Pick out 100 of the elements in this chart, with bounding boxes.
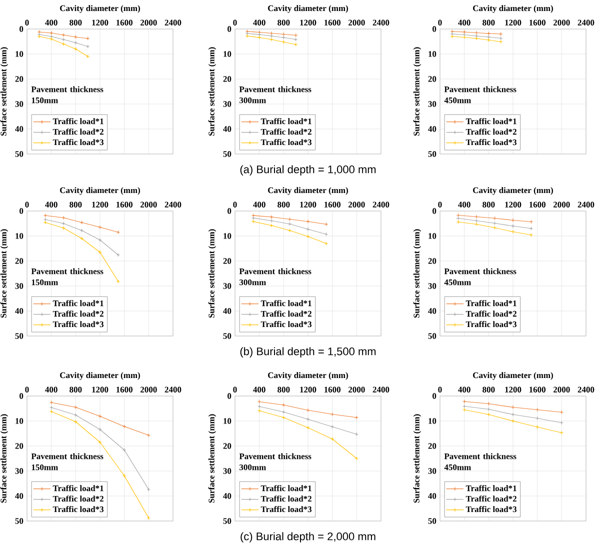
x-tick-label: 1200	[505, 20, 522, 26]
x-tick-label: 1600	[530, 20, 546, 26]
legend-label: Traffic load*1	[52, 118, 104, 124]
y-tick-label: 20	[15, 258, 24, 264]
legend-label: Traffic load*1	[466, 118, 516, 124]
point	[270, 224, 274, 228]
y-tick-label: 10	[16, 418, 24, 424]
legend-label: Traffic load*2	[466, 310, 516, 317]
y-tick-label: 20	[223, 76, 232, 82]
x-axis-title: Cavity diameter (mm)	[268, 5, 348, 13]
x-tick-label: 2000	[140, 386, 157, 392]
x-tick-label: 1200	[92, 202, 108, 208]
y-tick-label: 0	[432, 208, 436, 214]
y-tick-label: 30	[223, 468, 232, 474]
x-tick-label: 2000	[554, 202, 570, 208]
y-tick-label: 30	[428, 101, 436, 107]
point	[288, 222, 292, 226]
point	[306, 408, 310, 412]
x-tick-label: 400	[458, 386, 470, 392]
x-axis-title: Cavity diameter (mm)	[473, 5, 553, 13]
point	[282, 416, 286, 420]
point	[511, 218, 515, 222]
y-tick-label: 50	[223, 151, 232, 157]
point	[474, 36, 478, 40]
y-axis-title: Surface settlement (mm)	[413, 414, 422, 503]
y-tick-label: 10	[224, 51, 232, 57]
y-tick-label: 50	[428, 518, 436, 524]
point	[282, 403, 286, 407]
legend-label: Traffic load*1	[466, 300, 516, 306]
y-tick-label: 10	[16, 233, 24, 239]
x-tick-label: 2000	[140, 20, 157, 26]
point	[270, 31, 274, 36]
point	[62, 222, 66, 226]
x-tick-label: 400	[253, 20, 266, 26]
point	[80, 236, 84, 240]
y-tick-label: 30	[428, 283, 436, 289]
y-tick-label: 50	[428, 333, 436, 339]
x-tick-label: 2400	[372, 20, 390, 26]
y-tick-label: 0	[228, 208, 232, 214]
point	[270, 215, 274, 219]
legend-label: Traffic load*2	[52, 128, 104, 135]
x-tick-label: 1200	[505, 386, 522, 392]
point	[462, 30, 466, 34]
legend-label: Traffic load*2	[260, 128, 312, 135]
y-tick-label: 10	[428, 233, 436, 239]
y-axis-title: Surface settlement (mm)	[0, 47, 8, 136]
y-tick-label: 50	[15, 151, 24, 157]
legend-label: Traffic load*3	[466, 321, 517, 328]
point	[270, 34, 274, 38]
x-tick-label: 0	[438, 202, 442, 208]
y-tick-label: 0	[20, 26, 24, 32]
x-tick-label: 400	[458, 20, 470, 26]
y-axis-title: Surface settlement (mm)	[0, 414, 8, 503]
point	[98, 440, 102, 444]
legend-label: Traffic load*1	[52, 485, 104, 492]
point	[486, 32, 491, 36]
legend-label: Traffic load*2	[466, 128, 516, 135]
x-tick-label: 2400	[164, 202, 182, 208]
x-tick-label: 800	[70, 202, 82, 208]
y-tick-label: 40	[15, 126, 24, 132]
y-tick-label: 40	[223, 308, 232, 314]
text: (c) Burial depth = 2,000 mm	[240, 532, 376, 542]
point	[257, 32, 262, 36]
legend-label: Traffic load*2	[52, 310, 104, 317]
legend-label: Traffic load*2	[52, 496, 104, 502]
y-tick-label: 0	[20, 393, 24, 399]
legend-label: Traffic load*1	[260, 300, 312, 306]
point	[49, 34, 54, 38]
y-tick-label: 10	[428, 418, 436, 424]
point	[80, 220, 84, 224]
y-axis-title: Surface settlement (mm)	[208, 414, 216, 503]
point	[486, 412, 491, 416]
point	[306, 220, 310, 224]
legend-label: Traffic load*3	[260, 506, 312, 512]
legend-label: Traffic load*1	[52, 300, 104, 306]
text: (a) Burial depth = 1,000 mm	[240, 165, 376, 176]
y-tick-label: 50	[223, 518, 232, 524]
x-tick-label: 2400	[164, 386, 182, 392]
point	[511, 224, 515, 228]
x-axis-title: Cavity diameter (mm)	[60, 187, 140, 195]
x-tick-label: 400	[253, 386, 266, 392]
x-tick-label: 2000	[348, 386, 365, 392]
point	[49, 31, 54, 35]
legend-label: Traffic load*2	[260, 496, 312, 502]
point	[486, 38, 491, 42]
y-tick-label: 30	[15, 101, 24, 107]
y-tick-label: 20	[223, 443, 232, 449]
y-axis-title: Surface settlement (mm)	[208, 47, 216, 136]
x-tick-label: 0	[25, 202, 29, 208]
x-tick-label: 2400	[578, 202, 594, 208]
point	[474, 34, 478, 38]
x-tick-label: 800	[482, 386, 495, 392]
point	[270, 218, 274, 223]
annotation: Pavement thickness 150mm	[31, 268, 104, 286]
x-tick-label: 800	[278, 20, 290, 26]
x-tick-label: 0	[233, 20, 237, 26]
y-axis-title: Surface settlement (mm)	[413, 229, 422, 318]
x-tick-label: 0	[233, 202, 237, 208]
x-tick-label: 1600	[324, 20, 341, 26]
point	[80, 228, 84, 232]
